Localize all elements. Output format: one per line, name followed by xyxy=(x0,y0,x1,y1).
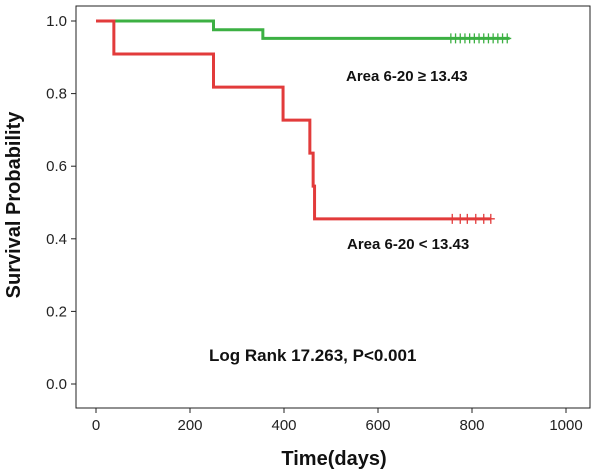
series-layer xyxy=(96,19,512,224)
censor-mark xyxy=(471,213,480,224)
y-tick-label: 0.6 xyxy=(46,158,67,175)
x-axis-title: Time(days) xyxy=(281,448,386,470)
survival-curve xyxy=(96,19,491,221)
y-tick-label: 0.2 xyxy=(46,303,67,320)
series-low-group xyxy=(96,19,495,224)
x-tick-label: 800 xyxy=(459,417,484,434)
censor-mark xyxy=(503,33,512,44)
censor-mark xyxy=(486,213,495,224)
series-high-group xyxy=(96,19,512,44)
annotation-high-group: Area 6-20 ≥ 13.43 xyxy=(346,68,468,85)
x-axis: 0 200 400 600 800 1000 xyxy=(92,408,583,434)
y-tick-label: 0.0 xyxy=(46,376,67,393)
x-tick-label: 200 xyxy=(177,417,202,434)
x-tick-label: 1000 xyxy=(549,417,582,434)
censor-mark xyxy=(456,213,465,224)
y-axis: 0.0 0.2 0.4 0.6 0.8 1.0 xyxy=(46,13,76,393)
x-tick-label: 600 xyxy=(365,417,390,434)
censor-mark xyxy=(448,213,457,224)
y-tick-label: 0.4 xyxy=(46,231,67,248)
survival-curve xyxy=(96,19,510,40)
censor-mark xyxy=(463,213,472,224)
annotation-log-rank: Log Rank 17.263, P<0.001 xyxy=(209,346,416,365)
y-axis-title: Survival Probability xyxy=(3,111,25,299)
y-tick-label: 1.0 xyxy=(46,13,67,30)
censor-mark xyxy=(479,213,488,224)
y-tick-label: 0.8 xyxy=(46,86,67,103)
x-tick-label: 400 xyxy=(271,417,296,434)
plot-frame xyxy=(75,5,591,409)
x-tick-label: 0 xyxy=(92,417,100,434)
annotation-low-group: Area 6-20 < 13.43 xyxy=(347,236,469,253)
